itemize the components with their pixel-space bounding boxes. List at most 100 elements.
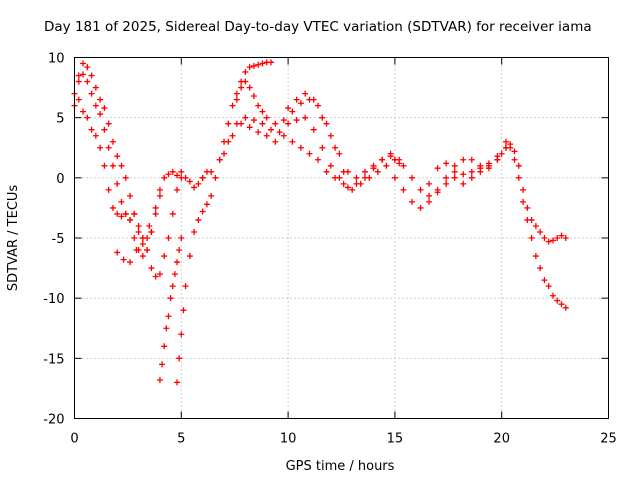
data-point [541, 235, 548, 241]
data-point [101, 126, 108, 133]
data-point [443, 160, 450, 167]
data-point [229, 132, 236, 139]
data-point [97, 144, 104, 151]
data-point [161, 174, 168, 181]
data-point [191, 184, 198, 191]
data-point [114, 180, 121, 187]
data-point [310, 126, 317, 133]
data-point [545, 283, 552, 290]
data-point [80, 60, 87, 67]
data-point [460, 180, 467, 187]
data-point [391, 174, 398, 181]
series-track-d [114, 168, 210, 266]
x-tick-label: 0 [70, 432, 78, 447]
data-point [434, 189, 441, 196]
data-point [242, 68, 249, 75]
data-point [502, 138, 509, 145]
data-point [118, 213, 125, 220]
data-point [549, 237, 556, 244]
data-point [511, 156, 518, 163]
data-point [250, 93, 257, 100]
data-point [167, 295, 174, 302]
y-tick-label: -15 [43, 352, 64, 367]
data-point [221, 150, 228, 157]
data-point [139, 253, 146, 260]
data-point [263, 132, 270, 139]
data-point [554, 235, 561, 241]
data-point [357, 180, 364, 187]
y-tick-label: -5 [52, 232, 65, 247]
data-point [302, 90, 309, 97]
data-point [280, 117, 287, 124]
data-point [161, 343, 168, 350]
data-point [156, 271, 163, 278]
x-tick-label: 20 [493, 432, 510, 447]
data-point [88, 72, 95, 79]
data-point [272, 120, 279, 127]
data-point [169, 210, 176, 217]
data-point [122, 174, 129, 181]
series-track-h [221, 120, 398, 193]
data-point [114, 153, 121, 160]
data-point [156, 376, 163, 383]
data-point [75, 72, 82, 79]
data-point [426, 198, 433, 205]
data-point [105, 144, 112, 151]
x-axis-title: GPS time / hours [286, 459, 395, 474]
data-point [180, 307, 187, 314]
data-point [122, 210, 129, 217]
data-point [105, 120, 112, 127]
data-point [146, 222, 153, 229]
data-point [468, 168, 475, 175]
data-point [468, 156, 475, 163]
data-point [524, 204, 531, 211]
data-point [434, 165, 441, 172]
data-point [161, 253, 168, 260]
data-point [515, 174, 522, 181]
data-point [135, 228, 142, 235]
data-point [109, 204, 116, 211]
data-point [400, 186, 407, 193]
data-point [353, 174, 360, 181]
data-point [246, 64, 253, 71]
data-point [379, 156, 386, 163]
data-point [276, 129, 283, 136]
data-point [195, 180, 202, 187]
data-point [443, 180, 450, 187]
data-point [524, 216, 531, 223]
series-track-l [391, 138, 569, 311]
data-point [169, 283, 176, 290]
y-tick-label: 5 [56, 112, 64, 127]
data-point [323, 120, 330, 127]
data-point [229, 102, 236, 109]
y-tick-label: 10 [48, 52, 65, 67]
data-point [443, 174, 450, 181]
data-point [297, 100, 304, 107]
data-layer [71, 59, 569, 386]
x-tick-label: 10 [280, 432, 297, 447]
data-point [127, 259, 134, 266]
data-point [84, 78, 91, 85]
data-point [417, 186, 424, 193]
data-point [127, 216, 134, 223]
data-point [268, 59, 275, 66]
data-point [272, 138, 279, 145]
data-point [92, 132, 99, 139]
data-point [417, 204, 424, 211]
data-point [109, 138, 116, 145]
data-point [280, 132, 287, 139]
data-point [216, 156, 223, 163]
series-track-i [233, 78, 347, 175]
data-point [532, 253, 539, 260]
data-point [118, 198, 125, 205]
data-point [250, 62, 257, 69]
data-point [515, 162, 522, 169]
data-point [165, 235, 172, 241]
data-point [549, 292, 556, 299]
y-axis: -20 -15 -10 -5 0 5 10 [43, 52, 609, 428]
data-point [238, 84, 245, 91]
data-point [191, 228, 198, 235]
data-point [361, 168, 368, 175]
data-point [242, 114, 249, 121]
data-point [468, 174, 475, 181]
